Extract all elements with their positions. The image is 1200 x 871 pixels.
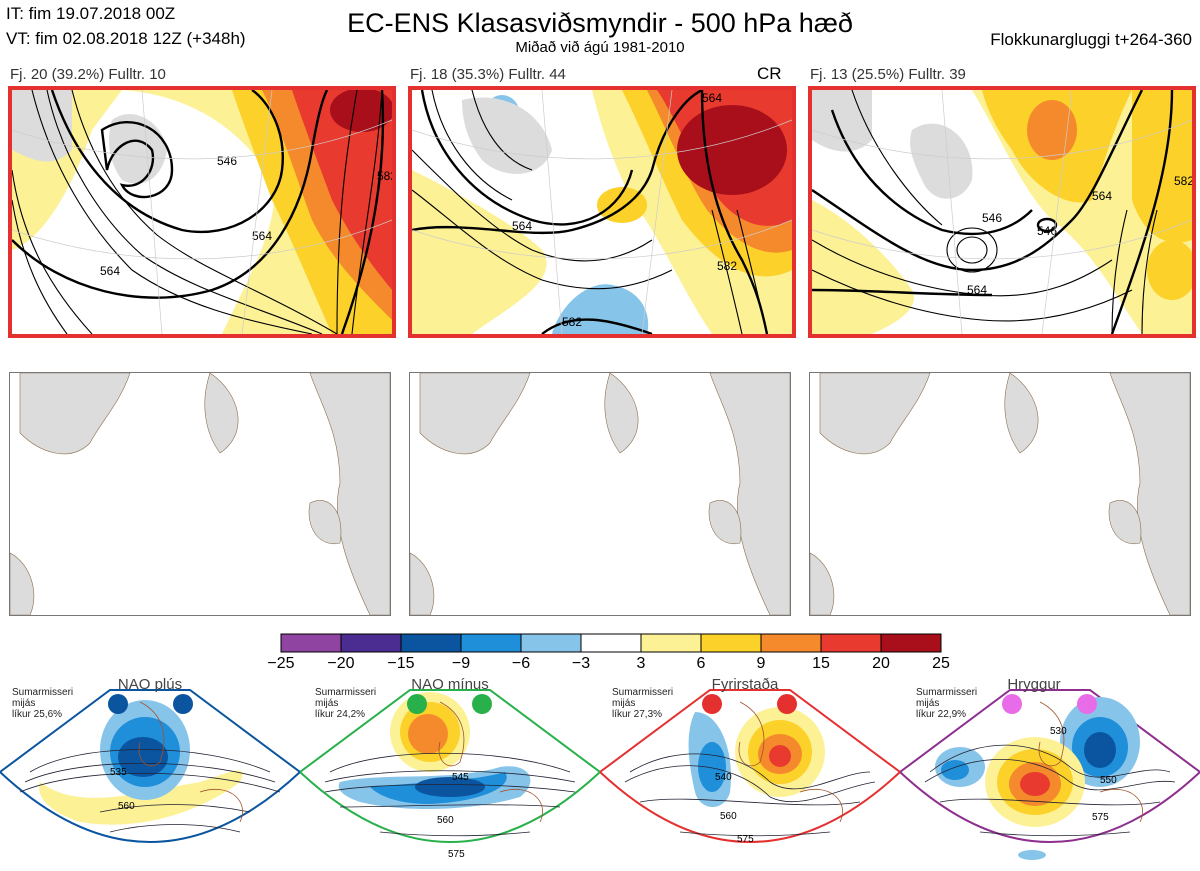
colorbar-tick-label: −15: [387, 655, 415, 672]
cluster-2-contour-label: 582: [717, 259, 737, 273]
regime-ridge-note: Sumarmisseri mijás líkur 22,9%: [916, 687, 978, 720]
base-map-2: [409, 372, 791, 616]
regime-ridge-title: Hryggur: [1007, 676, 1061, 693]
cluster-3-contour-label: 564: [967, 283, 987, 297]
regime-nao-plus-map: 535 560: [0, 672, 300, 871]
cluster-1-contour-label: 564: [100, 264, 120, 278]
regime-nao-minus-note: Sumarmisseri mijás líkur 24,2%: [315, 687, 377, 720]
regime-blocking-title: Fyrirstaða: [711, 676, 779, 693]
page-subtitle: Miðað við ágú 1981-2010: [515, 39, 685, 56]
cluster-2-contour-label: 564: [512, 219, 532, 233]
colorbar-tick-label: 3: [636, 655, 646, 672]
colorbar-tick-label: 15: [812, 655, 830, 672]
regime-nao-minus-title: NAO mínus: [411, 676, 489, 693]
regime-blocking-contour: 560: [720, 811, 737, 822]
cluster-2-label: Fj. 18 (35.3%) Fulltr. 44: [410, 66, 566, 83]
cluster-3-label: Fj. 13 (25.5%) Fulltr. 39: [810, 66, 966, 83]
cluster-3-contour-label: 564: [1092, 189, 1112, 203]
colorbar-cell: [820, 633, 882, 653]
cluster-2-map: 564 564 582 582: [408, 86, 796, 338]
cluster-1-map: 546 564 564 582: [8, 86, 396, 338]
cluster-3-contour-label: 546: [982, 211, 1002, 225]
colorbar-cell: [520, 633, 582, 653]
initial-time: IT: fim 19.07.2018 00Z: [6, 4, 176, 23]
colorbar-tick-label: −25: [267, 655, 295, 672]
regime-nao-minus-contour: 575: [448, 849, 465, 860]
colorbar-tick-label: 6: [696, 655, 706, 672]
colorbar-tick-label: −20: [327, 655, 355, 672]
base-map-3: [809, 372, 1191, 616]
regime-blocking-note: Sumarmisseri mijás líkur 27,3%: [612, 687, 674, 720]
regime-blocking-contour: 540: [715, 772, 732, 783]
regime-blocking-map: 540 560 575: [600, 672, 900, 871]
regime-ridge-map: 530 550 575: [900, 672, 1200, 871]
regime-nao-plus-contour: 535: [110, 767, 127, 778]
colorbar-tick-label: 20: [872, 655, 890, 672]
regime-ridge-contour: 530: [1050, 726, 1067, 737]
regime-nao-minus-contour: 545: [452, 772, 469, 783]
regime-nao-minus-contour: 560: [437, 815, 454, 826]
regime-blocking-contour: 575: [737, 834, 754, 845]
colorbar-cell: [880, 633, 942, 653]
cluster-3-contour-label: 546: [1037, 224, 1057, 238]
base-map-1: [9, 372, 391, 616]
colorbar-cell: [760, 633, 822, 653]
cluster-2-contour-label: 582: [562, 315, 582, 329]
cluster-3-map: 546 546 564 564 582: [808, 86, 1196, 338]
cluster-1-contour-label: 564: [252, 229, 272, 243]
cluster-1-contour-label: 546: [217, 154, 237, 168]
regime-ridge-contour: 575: [1092, 812, 1109, 823]
colorbar-cell: [400, 633, 462, 653]
colorbar-tick-label: 25: [932, 655, 950, 672]
colorbar-cell: [700, 633, 762, 653]
page-title: EC-ENS Klasasviðsmyndir - 500 hPa hæð: [347, 8, 853, 38]
regime-nao-plus-title: NAO plús: [117, 676, 183, 693]
control-run-tag: CR: [757, 64, 782, 83]
colorbar-tick-label: −6: [511, 655, 531, 672]
valid-time: VT: fim 02.08.2018 12Z (+348h): [6, 29, 246, 48]
regime-nao-plus-contour: 560: [118, 801, 135, 812]
colorbar-cell: [460, 633, 522, 653]
colorbar-tick-label: 9: [756, 655, 766, 672]
colorbar-tick-label: −9: [451, 655, 471, 672]
colorbar: [280, 633, 942, 653]
regime-ridge-contour: 550: [1100, 775, 1117, 786]
regime-nao-plus-note: Sumarmisseri mijás líkur 25,6%: [12, 687, 74, 720]
colorbar-cell: [340, 633, 402, 653]
colorbar-cell: [580, 633, 642, 653]
cluster-1-label: Fj. 20 (39.2%) Fulltr. 10: [10, 66, 166, 83]
cluster-2-contour-label: 564: [702, 91, 722, 105]
cluster-3-contour-label: 582: [1174, 174, 1192, 188]
cluster-1-contour-label: 582: [377, 169, 392, 183]
regime-nao-minus-map: 545 560 575: [300, 672, 600, 871]
colorbar-cell: [280, 633, 342, 653]
colorbar-tick-label: −3: [571, 655, 591, 672]
clustering-window: Flokkunargluggi t+264-360: [990, 30, 1192, 49]
colorbar-cell: [640, 633, 702, 653]
